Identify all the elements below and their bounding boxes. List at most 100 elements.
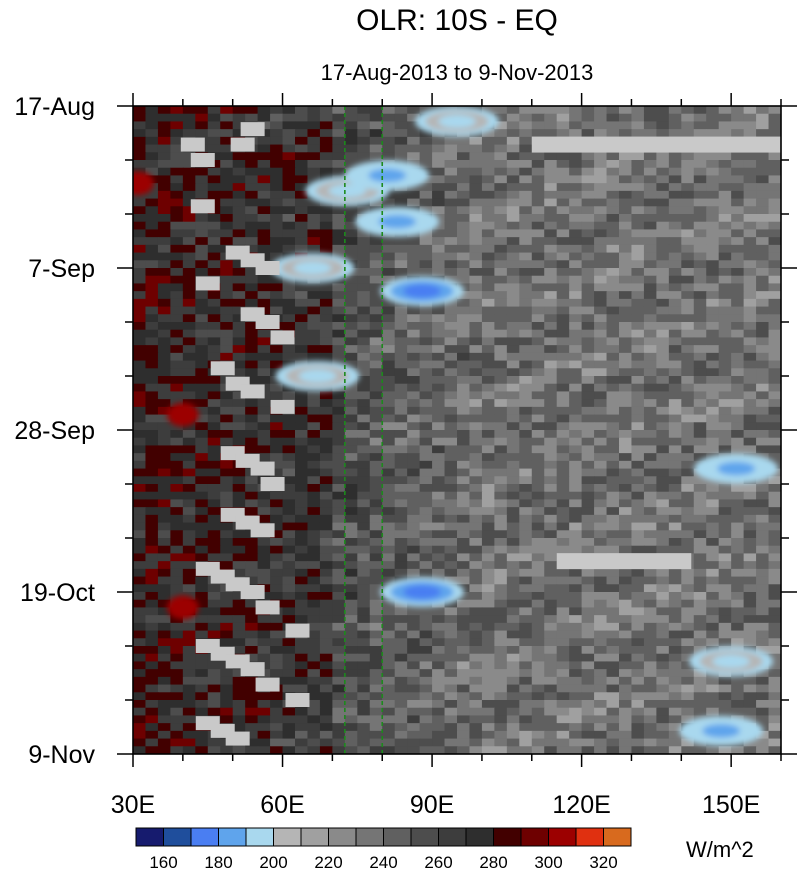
- olr-cell: [195, 190, 209, 200]
- olr-cell: [432, 630, 446, 639]
- olr-cell: [693, 445, 707, 454]
- olr-cell: [481, 152, 495, 161]
- olr-cell: [681, 237, 695, 246]
- olr-cell: [457, 638, 471, 647]
- olr-cell: [432, 144, 446, 153]
- olr-cell: [444, 484, 458, 493]
- olr-cell: [295, 414, 309, 423]
- olr-cell: [195, 345, 209, 354]
- olr-cell: [357, 113, 371, 123]
- olr-cell: [195, 545, 209, 555]
- olr-cell: [157, 700, 171, 709]
- olr-cell: [693, 368, 707, 377]
- olr-cell: [369, 707, 383, 717]
- olr-cell: [619, 669, 633, 678]
- olr-cell: [668, 275, 682, 285]
- olr-cell: [332, 576, 346, 585]
- olr-cell: [170, 121, 184, 130]
- olr-cell: [469, 175, 483, 184]
- olr-cell: [257, 430, 271, 439]
- olr-cell: [444, 638, 458, 647]
- olr-cell: [469, 584, 483, 593]
- olr-cell: [457, 545, 471, 555]
- olr-cell: [581, 622, 595, 632]
- olr-cell: [344, 561, 358, 570]
- olr-cell: [668, 460, 682, 470]
- olr-cell: [369, 275, 383, 285]
- olr-cell: [394, 121, 408, 130]
- olr-cell: [195, 314, 209, 323]
- olr-cell: [133, 545, 147, 555]
- olr-cell: [207, 214, 221, 223]
- olr-cell: [706, 337, 720, 346]
- olr-cell: [182, 437, 196, 447]
- olr-cell: [157, 306, 171, 315]
- olr-cell: [631, 198, 645, 207]
- missing-data-block: [210, 361, 235, 376]
- olr-cell: [668, 491, 682, 501]
- olr-cell: [457, 530, 471, 539]
- olr-cell: [768, 484, 781, 493]
- olr-cell: [469, 144, 483, 153]
- olr-cell: [133, 522, 147, 531]
- olr-cell: [594, 298, 608, 308]
- colorbar-label: 300: [534, 853, 562, 869]
- olr-cell: [282, 669, 296, 678]
- olr-cell: [133, 136, 147, 146]
- olr-cell: [369, 198, 383, 207]
- olr-cell: [506, 391, 520, 400]
- olr-cell: [357, 530, 371, 539]
- olr-cell: [643, 352, 657, 362]
- olr-cell: [382, 707, 396, 717]
- olr-cell: [581, 522, 595, 531]
- olr-cell: [743, 507, 757, 516]
- olr-cell: [481, 622, 495, 632]
- olr-cell: [295, 237, 309, 246]
- olr-cell: [282, 244, 296, 254]
- olr-cell: [319, 152, 333, 161]
- olr-cell: [706, 298, 720, 308]
- olr-cell: [581, 252, 595, 261]
- olr-cell: [307, 476, 321, 485]
- olr-cell: [319, 514, 333, 524]
- olr-cell: [768, 329, 781, 339]
- olr-cell: [481, 723, 495, 732]
- olr-cell: [731, 561, 745, 570]
- olr-cell: [270, 391, 284, 400]
- olr-cell: [718, 175, 732, 184]
- olr-cell: [133, 599, 147, 609]
- olr-cell: [344, 715, 358, 724]
- olr-cell: [631, 214, 645, 223]
- olr-cell: [295, 329, 309, 339]
- olr-cell: [145, 653, 159, 663]
- olr-cell: [145, 260, 159, 269]
- olr-cell: [693, 700, 707, 709]
- olr-cell: [619, 491, 633, 501]
- olr-cell: [693, 576, 707, 585]
- olr-cell: [182, 430, 196, 439]
- reference-lines: [344, 106, 384, 754]
- olr-cell: [457, 291, 471, 300]
- olr-cell: [344, 237, 358, 246]
- olr-cell: [319, 576, 333, 585]
- olr-cell: [145, 221, 159, 231]
- olr-cell: [245, 160, 259, 169]
- olr-cell: [207, 430, 221, 439]
- olr-cell: [494, 113, 508, 123]
- olr-cell: [768, 661, 781, 670]
- olr-cell: [506, 707, 520, 717]
- olr-cell: [631, 322, 645, 331]
- olr-cell: [145, 136, 159, 146]
- olr-cell: [432, 700, 446, 709]
- olr-cell: [594, 322, 608, 331]
- olr-cell: [220, 599, 234, 609]
- olr-cell: [419, 329, 433, 339]
- olr-cell: [756, 183, 770, 192]
- colorbar-swatch: [410, 827, 439, 847]
- olr-cell: [706, 121, 720, 130]
- olr-cell: [457, 391, 471, 400]
- olr-cell: [656, 530, 670, 539]
- olr-cell: [382, 723, 396, 732]
- olr-cell: [494, 221, 508, 231]
- olr-cell: [706, 406, 720, 416]
